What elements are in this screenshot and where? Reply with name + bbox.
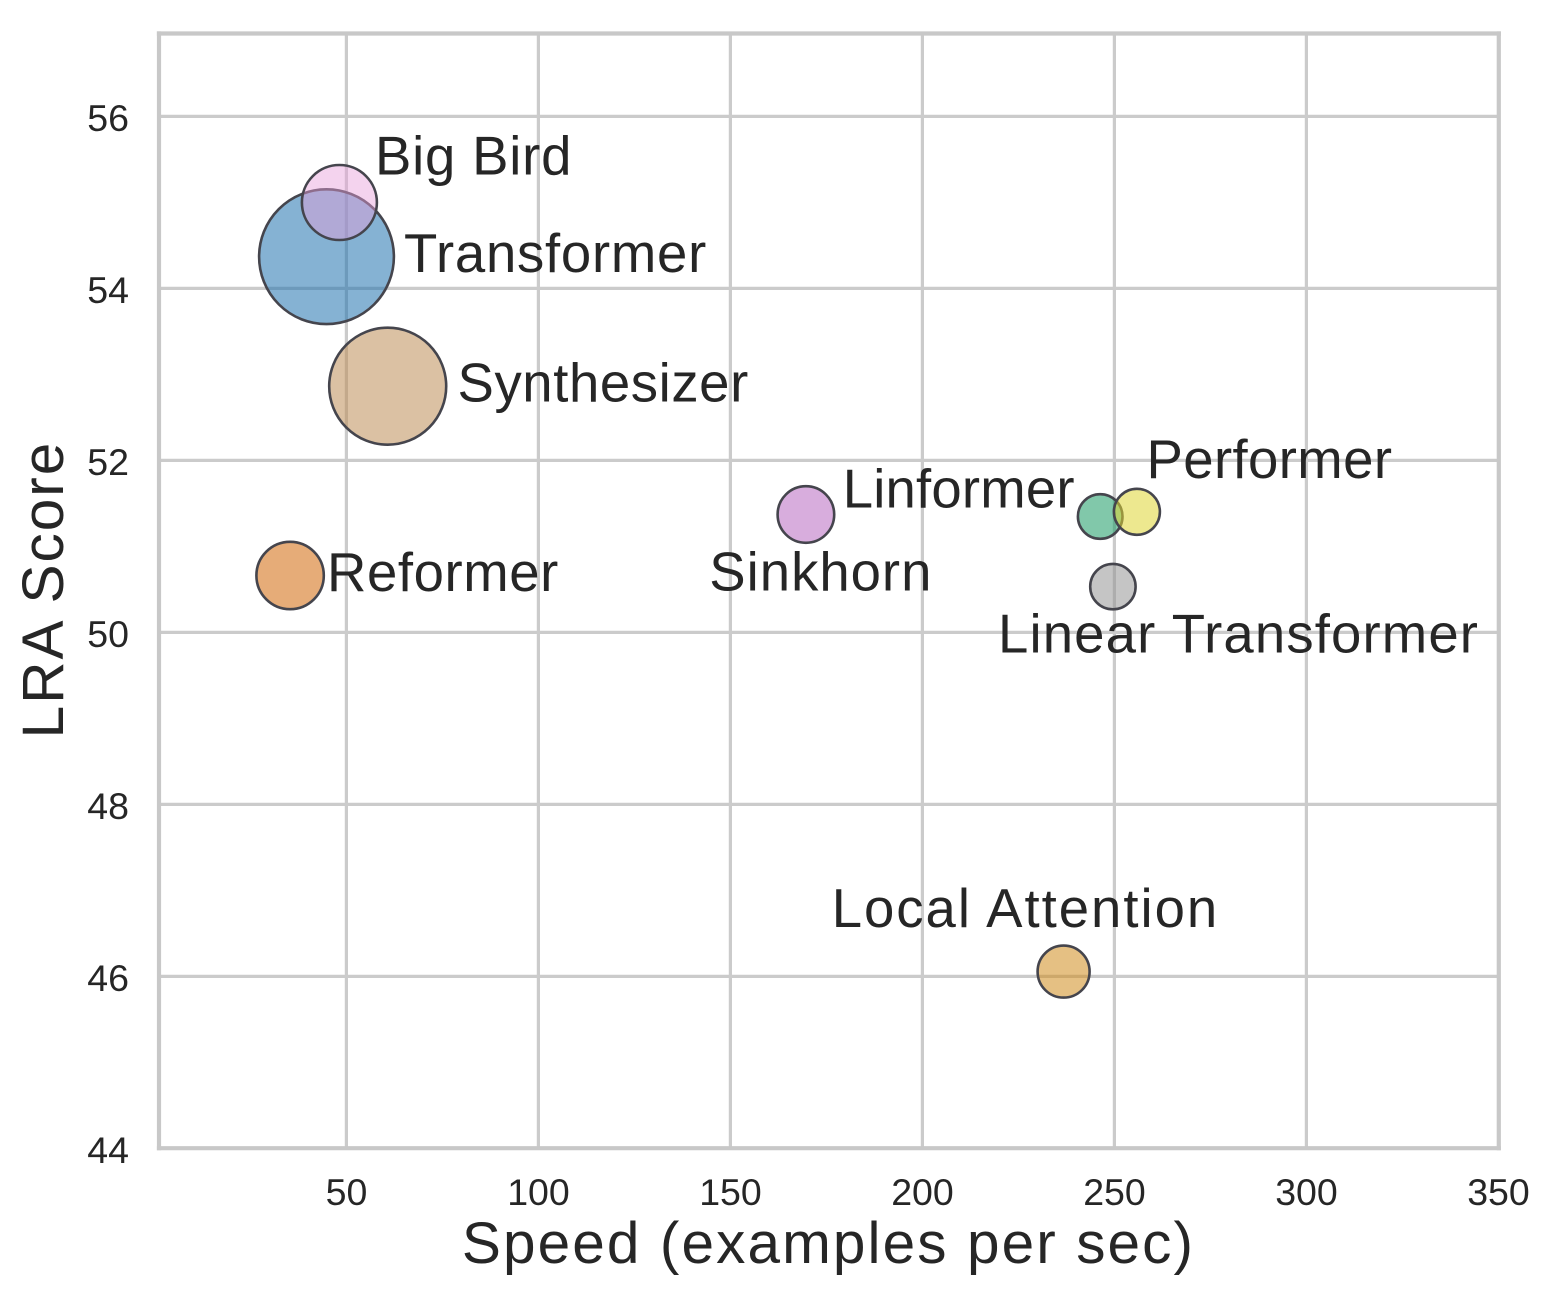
- svg-text:350: 350: [1467, 1171, 1530, 1213]
- svg-text:Reformer: Reformer: [327, 542, 559, 603]
- svg-text:Transformer: Transformer: [404, 223, 707, 284]
- svg-text:Performer: Performer: [1147, 429, 1393, 490]
- svg-text:50: 50: [87, 613, 129, 655]
- svg-text:Big Bird: Big Bird: [375, 126, 572, 187]
- svg-text:150: 150: [699, 1171, 762, 1213]
- svg-text:46: 46: [87, 957, 129, 999]
- svg-text:250: 250: [1083, 1171, 1146, 1213]
- svg-text:100: 100: [507, 1171, 570, 1213]
- svg-text:Linformer: Linformer: [843, 459, 1075, 520]
- svg-text:Linear Transformer: Linear Transformer: [998, 604, 1479, 665]
- svg-text:56: 56: [87, 97, 129, 139]
- svg-text:Sinkhorn: Sinkhorn: [709, 542, 932, 603]
- svg-text:Local Attention: Local Attention: [832, 878, 1220, 939]
- svg-text:LRA Score: LRA Score: [11, 441, 76, 739]
- svg-text:52: 52: [87, 441, 129, 483]
- svg-text:Speed (examples per sec): Speed (examples per sec): [462, 1211, 1195, 1276]
- svg-text:50: 50: [326, 1171, 368, 1213]
- svg-text:300: 300: [1275, 1171, 1338, 1213]
- svg-text:200: 200: [891, 1171, 954, 1213]
- svg-text:Synthesizer: Synthesizer: [458, 353, 749, 414]
- svg-text:48: 48: [87, 785, 129, 827]
- svg-text:44: 44: [87, 1129, 129, 1171]
- svg-text:54: 54: [87, 269, 129, 311]
